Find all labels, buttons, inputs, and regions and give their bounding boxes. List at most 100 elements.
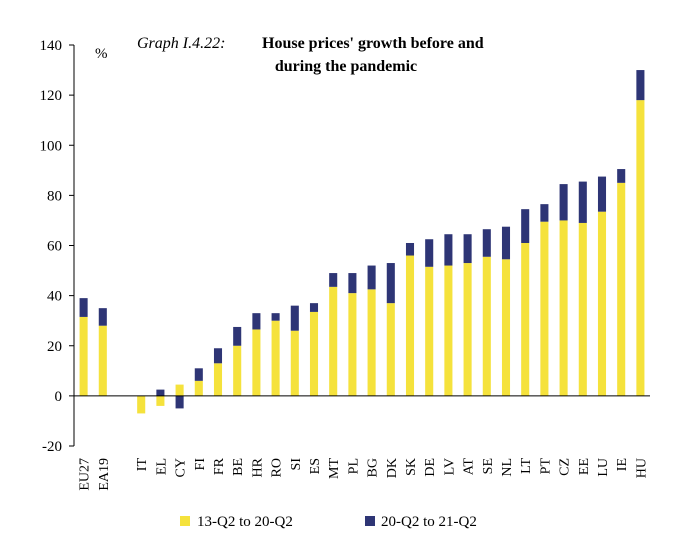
x-tick-label: AT	[462, 458, 477, 476]
bar-segment-series-1	[98, 325, 107, 396]
x-tick-label: FR	[212, 457, 227, 475]
bar-segment-series-2	[559, 184, 568, 221]
chart-title-prefix: Graph I.4.22:	[137, 35, 225, 52]
y-tick-label: 80	[47, 188, 62, 204]
bar-segment-series-1	[271, 320, 280, 396]
bar-segment-series-2	[367, 265, 376, 290]
x-tick-label: LU	[596, 458, 611, 477]
bar-segment-series-1	[252, 329, 261, 396]
bar-segment-series-2	[425, 239, 434, 267]
x-tick-label: LT	[519, 458, 534, 474]
x-tick-label: IT	[135, 458, 150, 472]
bar-segment-series-2	[175, 395, 184, 409]
bar-segment-series-2	[463, 234, 472, 264]
bar-segment-series-2	[597, 176, 607, 212]
bar-segment-series-1	[348, 293, 357, 396]
bar-segment-series-1	[617, 182, 626, 396]
chart-title-line1: House prices' growth before and	[262, 35, 484, 52]
x-tick-label: CY	[174, 458, 189, 477]
x-tick-label: DE	[423, 458, 438, 477]
bar-segment-series-1	[463, 263, 472, 396]
x-tick-label: DK	[385, 458, 400, 478]
bar-segment-series-1	[444, 265, 453, 396]
bar-segment-series-1	[482, 256, 491, 396]
bar-segment-series-1	[156, 395, 165, 406]
x-tick-label: CZ	[558, 458, 573, 476]
legend-label-series-1: 13-Q2 to 20-Q2	[197, 514, 293, 530]
y-tick-label: 140	[40, 38, 63, 54]
bar-segment-series-1	[425, 266, 434, 396]
x-tick-label: IE	[615, 458, 630, 471]
bar-segment-series-2	[386, 263, 395, 304]
bar-segment-series-1	[175, 384, 184, 396]
x-tick-label: HR	[250, 457, 265, 477]
y-tick-label: 0	[55, 389, 63, 405]
bar-segment-series-1	[559, 220, 568, 396]
legend-label-series-2: 20-Q2 to 21-Q2	[381, 514, 477, 530]
bar-segment-series-1	[501, 259, 511, 396]
bar-segment-series-1	[405, 255, 415, 396]
bar-segment-series-2	[521, 209, 530, 243]
x-tick-label: BG	[366, 458, 381, 477]
y-tick-label: 100	[40, 138, 63, 154]
x-tick-label: EL	[154, 458, 169, 475]
bar-segment-series-1	[597, 211, 607, 396]
legend: 13-Q2 to 20-Q2 20-Q2 to 21-Q2	[180, 514, 477, 530]
bar-segment-series-2	[617, 169, 626, 183]
bar-segment-series-1	[213, 363, 223, 396]
bar-segment-series-2	[271, 313, 280, 321]
y-tick-label: -20	[42, 439, 62, 455]
chart-title-line2: during the pandemic	[275, 58, 417, 75]
x-tick-label: RO	[270, 458, 285, 477]
x-tick-label: LV	[442, 458, 457, 475]
bar-segment-series-2	[309, 303, 319, 312]
bar-segment-series-2	[252, 313, 261, 330]
bar-segment-series-2	[636, 70, 645, 101]
bar-segment-series-1	[233, 345, 242, 396]
bar-segment-series-2	[290, 305, 299, 331]
bar-segment-series-1	[636, 100, 645, 396]
y-tick-label: 60	[47, 239, 62, 255]
bar-segment-series-2	[540, 204, 549, 222]
x-tick-label: SE	[481, 458, 496, 474]
bar-segment-series-2	[348, 273, 357, 294]
x-tick-label: HU	[634, 458, 649, 478]
bar-segment-series-1	[540, 221, 549, 396]
x-tick-label: SK	[404, 458, 419, 476]
bar-segment-series-2	[405, 242, 415, 256]
x-tick-label: EE	[577, 458, 592, 475]
x-tick-label: BE	[231, 458, 246, 476]
x-tick-label: ES	[308, 458, 323, 474]
x-tick-label: PL	[346, 458, 361, 474]
bar-segment-series-2	[233, 326, 242, 346]
bar-segment-series-2	[194, 368, 203, 381]
x-tick-label: SI	[289, 458, 304, 471]
bar-segment-series-1	[367, 289, 376, 396]
bar-segment-series-1	[137, 395, 146, 414]
bar-segment-series-1	[309, 311, 319, 396]
y-tick-label: 120	[40, 88, 63, 104]
bar-segment-series-2	[79, 298, 88, 317]
bar-segment-series-1	[521, 242, 530, 396]
y-tick-label: 40	[47, 289, 62, 305]
bar-segment-series-2	[329, 273, 338, 287]
bar-segment-series-2	[578, 181, 587, 223]
bar-segment-series-1	[194, 380, 203, 396]
legend-swatch-series-2	[365, 516, 375, 526]
x-tick-label: NL	[500, 458, 515, 477]
bar-segment-series-2	[482, 229, 491, 257]
x-tick-label: EU27	[78, 458, 93, 491]
bar-segment-series-1	[329, 286, 338, 396]
bar-segment-series-2	[156, 389, 165, 396]
x-tick-label: FI	[193, 458, 208, 471]
x-tick-label: EA19	[97, 458, 112, 491]
x-tick-label: PT	[538, 458, 553, 475]
bar-segment-series-2	[444, 234, 453, 266]
bar-segment-series-2	[213, 348, 223, 364]
bar-segment-series-1	[290, 330, 299, 396]
x-tick-label: MT	[327, 458, 342, 479]
bar-segment-series-1	[386, 303, 395, 396]
y-tick-label: 20	[47, 339, 62, 355]
bar-segment-series-2	[98, 308, 107, 326]
